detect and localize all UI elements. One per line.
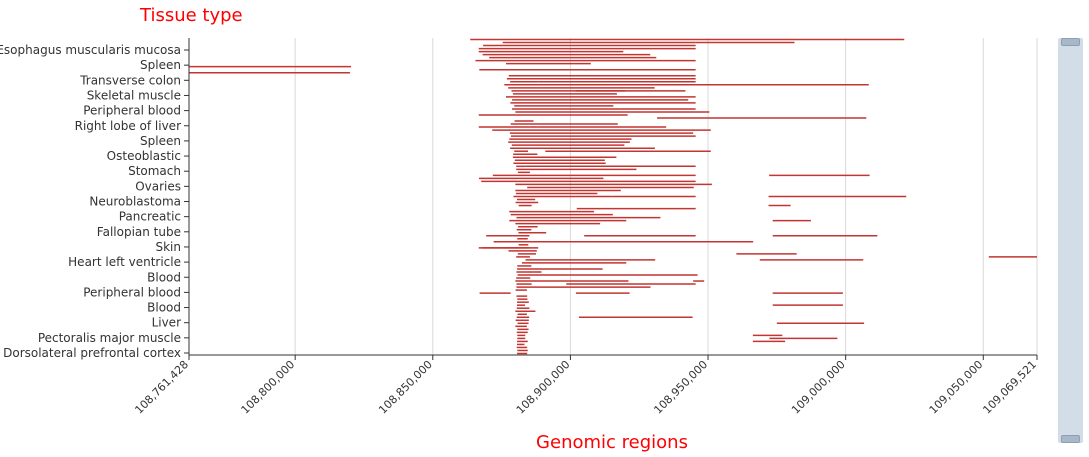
x-tick-label: 109,069,521 [980, 358, 1039, 417]
y-tick-label: Right lobe of liver [75, 119, 181, 133]
x-tick-labels: 108,761,428 108,800,000 108,850,000 108,900… [132, 355, 1039, 417]
y-tick-label: Skin [155, 240, 181, 254]
y-tick-label: Skeletal muscle [87, 88, 181, 102]
interval-bars [189, 38, 1037, 355]
y-tick-label: Peripheral blood [83, 285, 181, 299]
x-tick-label: 108,800,000 [239, 358, 298, 417]
x-tick-label: 108,950,000 [651, 358, 710, 417]
y-tick-label: Heart left ventricle [68, 255, 181, 269]
y-tick-label: Transverse colon [79, 73, 181, 87]
y-tick-label: Esophagus muscularis mucosa [0, 43, 181, 57]
y-tick-label: Spleen [140, 134, 181, 148]
y-tick-label: Pectoralis major muscle [38, 331, 181, 345]
y-tick-label: Blood [147, 301, 181, 315]
y-tick-label: Fallopian tube [97, 225, 181, 239]
data-zoom-scrollbar[interactable] [1058, 38, 1083, 443]
chart-title: Tissue type [139, 5, 243, 26]
scroll-handle-top[interactable] [1061, 38, 1080, 46]
x-tick-label: 109,000,000 [789, 358, 848, 417]
y-tick-label: Blood [147, 270, 181, 284]
y-tick-label: Neuroblastoma [89, 195, 181, 209]
axes [188, 38, 1037, 356]
y-tick-label: Dorsolateral prefrontal cortex [3, 346, 181, 360]
y-tick-label: Osteoblastic [107, 149, 181, 163]
x-tick-label: 109,050,000 [927, 358, 986, 417]
y-tick-label: Stomach [128, 164, 181, 178]
y-tick-label: Spleen [140, 58, 181, 72]
x-tick-label: 108,900,000 [514, 358, 573, 417]
x-tick-label: 108,850,000 [376, 358, 435, 417]
y-tick-label: Pancreatic [119, 210, 181, 224]
x-axis-title: Genomic regions [536, 432, 688, 453]
x-tick-label: 108,761,428 [132, 358, 191, 417]
scroll-handle-bottom[interactable] [1061, 435, 1080, 443]
y-tick-label: Ovaries [135, 179, 181, 193]
y-tick-labels: Esophagus muscularis mucosaSpleenTransve… [0, 43, 189, 360]
y-tick-label: Peripheral blood [83, 104, 181, 118]
y-tick-label: Liver [152, 316, 182, 330]
